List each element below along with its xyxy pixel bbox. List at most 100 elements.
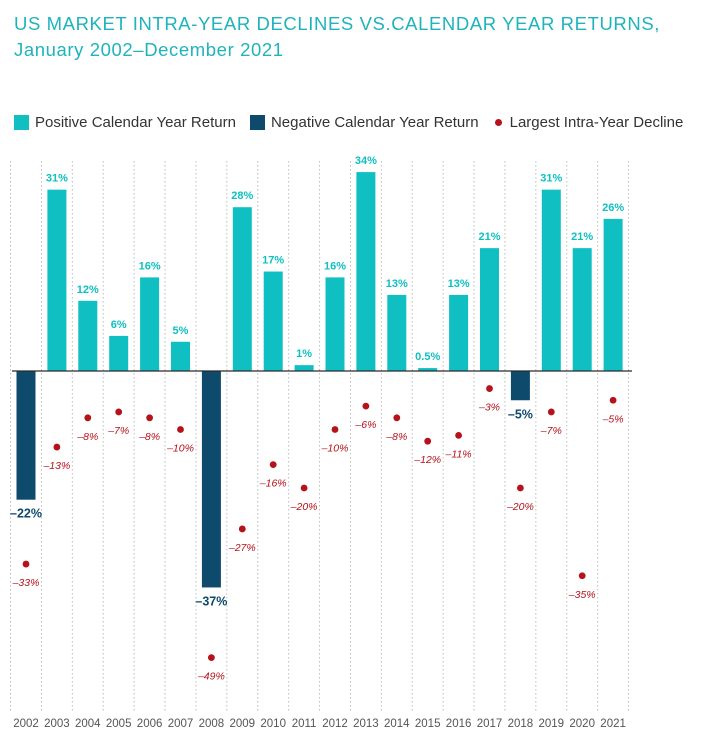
- decline-label-2017: –3%: [478, 402, 500, 414]
- decline-label-2014: –8%: [385, 431, 407, 443]
- bar-2021: [603, 218, 623, 371]
- decline-label-2003: –13%: [42, 460, 70, 472]
- bar-2017: [480, 248, 499, 371]
- legend-label-decline: Largest Intra-Year Decline: [509, 114, 684, 131]
- decline-label-2016: –11%: [445, 448, 472, 460]
- x-tick-label-2018: 2018: [508, 718, 534, 730]
- bar-2014: [387, 294, 407, 371]
- decline-label-2004: –8%: [76, 431, 98, 443]
- x-tick-label-2017: 2017: [477, 718, 503, 730]
- decline-label-2005: –7%: [107, 425, 129, 437]
- return-label-2009: 28%: [231, 190, 253, 202]
- x-tick-label-2015: 2015: [415, 718, 441, 730]
- return-label-2007: 5%: [173, 325, 189, 337]
- decline-dot-2006: [146, 414, 154, 422]
- decline-label-2015: –12%: [413, 454, 441, 466]
- legend-item-decline: Largest Intra-Year Decline: [493, 114, 684, 131]
- legend-item-negative: Negative Calendar Year Return: [249, 114, 479, 131]
- decline-dot-2004: [84, 414, 92, 422]
- legend-swatch-negative: [249, 115, 265, 130]
- return-label-2008: –37%: [195, 594, 227, 608]
- decline-dot-2012: [331, 426, 339, 433]
- return-label-2013: 34%: [355, 155, 377, 167]
- return-label-2017: 21%: [478, 231, 500, 243]
- decline-label-2011: –20%: [290, 501, 318, 513]
- decline-label-2020: –35%: [568, 589, 596, 601]
- bar-2018: [510, 371, 530, 401]
- decline-label-2002: –33%: [12, 577, 40, 589]
- decline-label-2019: –7%: [540, 425, 562, 437]
- bar-2004: [78, 300, 98, 371]
- decline-label-2009: –27%: [228, 542, 256, 554]
- decline-dot-2007: [177, 426, 184, 433]
- x-tick-label-2009: 2009: [230, 718, 256, 730]
- decline-label-2010: –16%: [259, 478, 287, 490]
- x-tick-label-2013: 2013: [353, 718, 379, 730]
- x-tick-label-2003: 2003: [44, 718, 70, 730]
- return-label-2002: –22%: [10, 507, 42, 521]
- x-tick-label-2007: 2007: [168, 718, 194, 730]
- legend-label-negative: Negative Calendar Year Return: [270, 114, 479, 131]
- decline-dot-2021: [609, 396, 617, 404]
- bar-2010: [263, 271, 283, 371]
- decline-dot-2020: [578, 572, 586, 580]
- decline-dot-2015: [424, 437, 432, 445]
- bar-2019: [541, 189, 561, 371]
- decline-label-2007: –10%: [166, 443, 194, 455]
- legend-label-positive: Positive Calendar Year Return: [35, 114, 236, 131]
- return-label-2012: 16%: [324, 260, 346, 272]
- decline-dot-2003: [53, 443, 61, 451]
- decline-label-2012: –10%: [321, 443, 349, 455]
- decline-label-2021: –5%: [602, 413, 624, 425]
- decline-label-2008: –49%: [197, 671, 225, 683]
- decline-dot-2013: [362, 402, 370, 410]
- return-label-2011: 1%: [296, 348, 312, 360]
- x-tick-label-2008: 2008: [199, 718, 225, 730]
- bar-2020: [572, 248, 592, 371]
- x-tick-label-2020: 2020: [569, 718, 595, 730]
- return-label-2018: –5%: [508, 407, 533, 421]
- return-label-2021: 26%: [602, 202, 624, 214]
- decline-dot-2002: [22, 560, 30, 568]
- return-label-2005: 6%: [111, 319, 127, 331]
- x-tick-label-2021: 2021: [600, 718, 626, 730]
- return-label-2019: 31%: [540, 173, 562, 185]
- return-label-2016: 13%: [448, 278, 470, 290]
- bar-2015: [418, 368, 438, 371]
- chart-title-line-1: US MARKET INTRA-YEAR DECLINES VS.CALENDA…: [14, 13, 661, 34]
- x-tick-label-2002: 2002: [13, 718, 39, 730]
- legend-swatch-positive: [14, 115, 29, 130]
- x-tick-label-2006: 2006: [137, 718, 163, 730]
- return-label-2015: 0.5%: [415, 351, 440, 363]
- bar-2002: [16, 371, 36, 500]
- x-tick-label-2004: 2004: [75, 718, 101, 730]
- x-tick-label-2019: 2019: [539, 718, 565, 730]
- bar-2008: [201, 371, 221, 588]
- decline-label-2013: –6%: [354, 419, 376, 431]
- decline-dot-2009: [238, 525, 246, 533]
- decline-label-2018: –20%: [506, 501, 534, 513]
- legend-dot-decline: [494, 119, 502, 126]
- bar-2005: [109, 335, 129, 371]
- return-label-2006: 16%: [139, 260, 161, 272]
- legend-item-positive: Positive Calendar Year Return: [14, 114, 236, 131]
- x-tick-label-2010: 2010: [260, 718, 286, 730]
- return-label-2004: 12%: [77, 284, 99, 296]
- bar-2011: [294, 365, 314, 371]
- x-tick-label-2014: 2014: [384, 718, 410, 730]
- bar-2012: [325, 277, 345, 371]
- decline-dot-2008: [208, 654, 215, 662]
- decline-dot-2017: [486, 385, 493, 392]
- chart-title-line-2: January 2002–December 2021: [14, 39, 284, 60]
- decline-dot-2014: [393, 414, 401, 422]
- return-label-2020: 21%: [571, 231, 593, 243]
- x-tick-label-2005: 2005: [106, 718, 132, 730]
- decline-dot-2016: [455, 431, 462, 439]
- decline-dot-2019: [547, 408, 555, 416]
- return-label-2010: 17%: [262, 255, 284, 267]
- x-tick-label-2012: 2012: [322, 718, 348, 730]
- bar-2006: [140, 277, 160, 371]
- bar-2013: [356, 172, 376, 371]
- bar-2016: [449, 294, 469, 371]
